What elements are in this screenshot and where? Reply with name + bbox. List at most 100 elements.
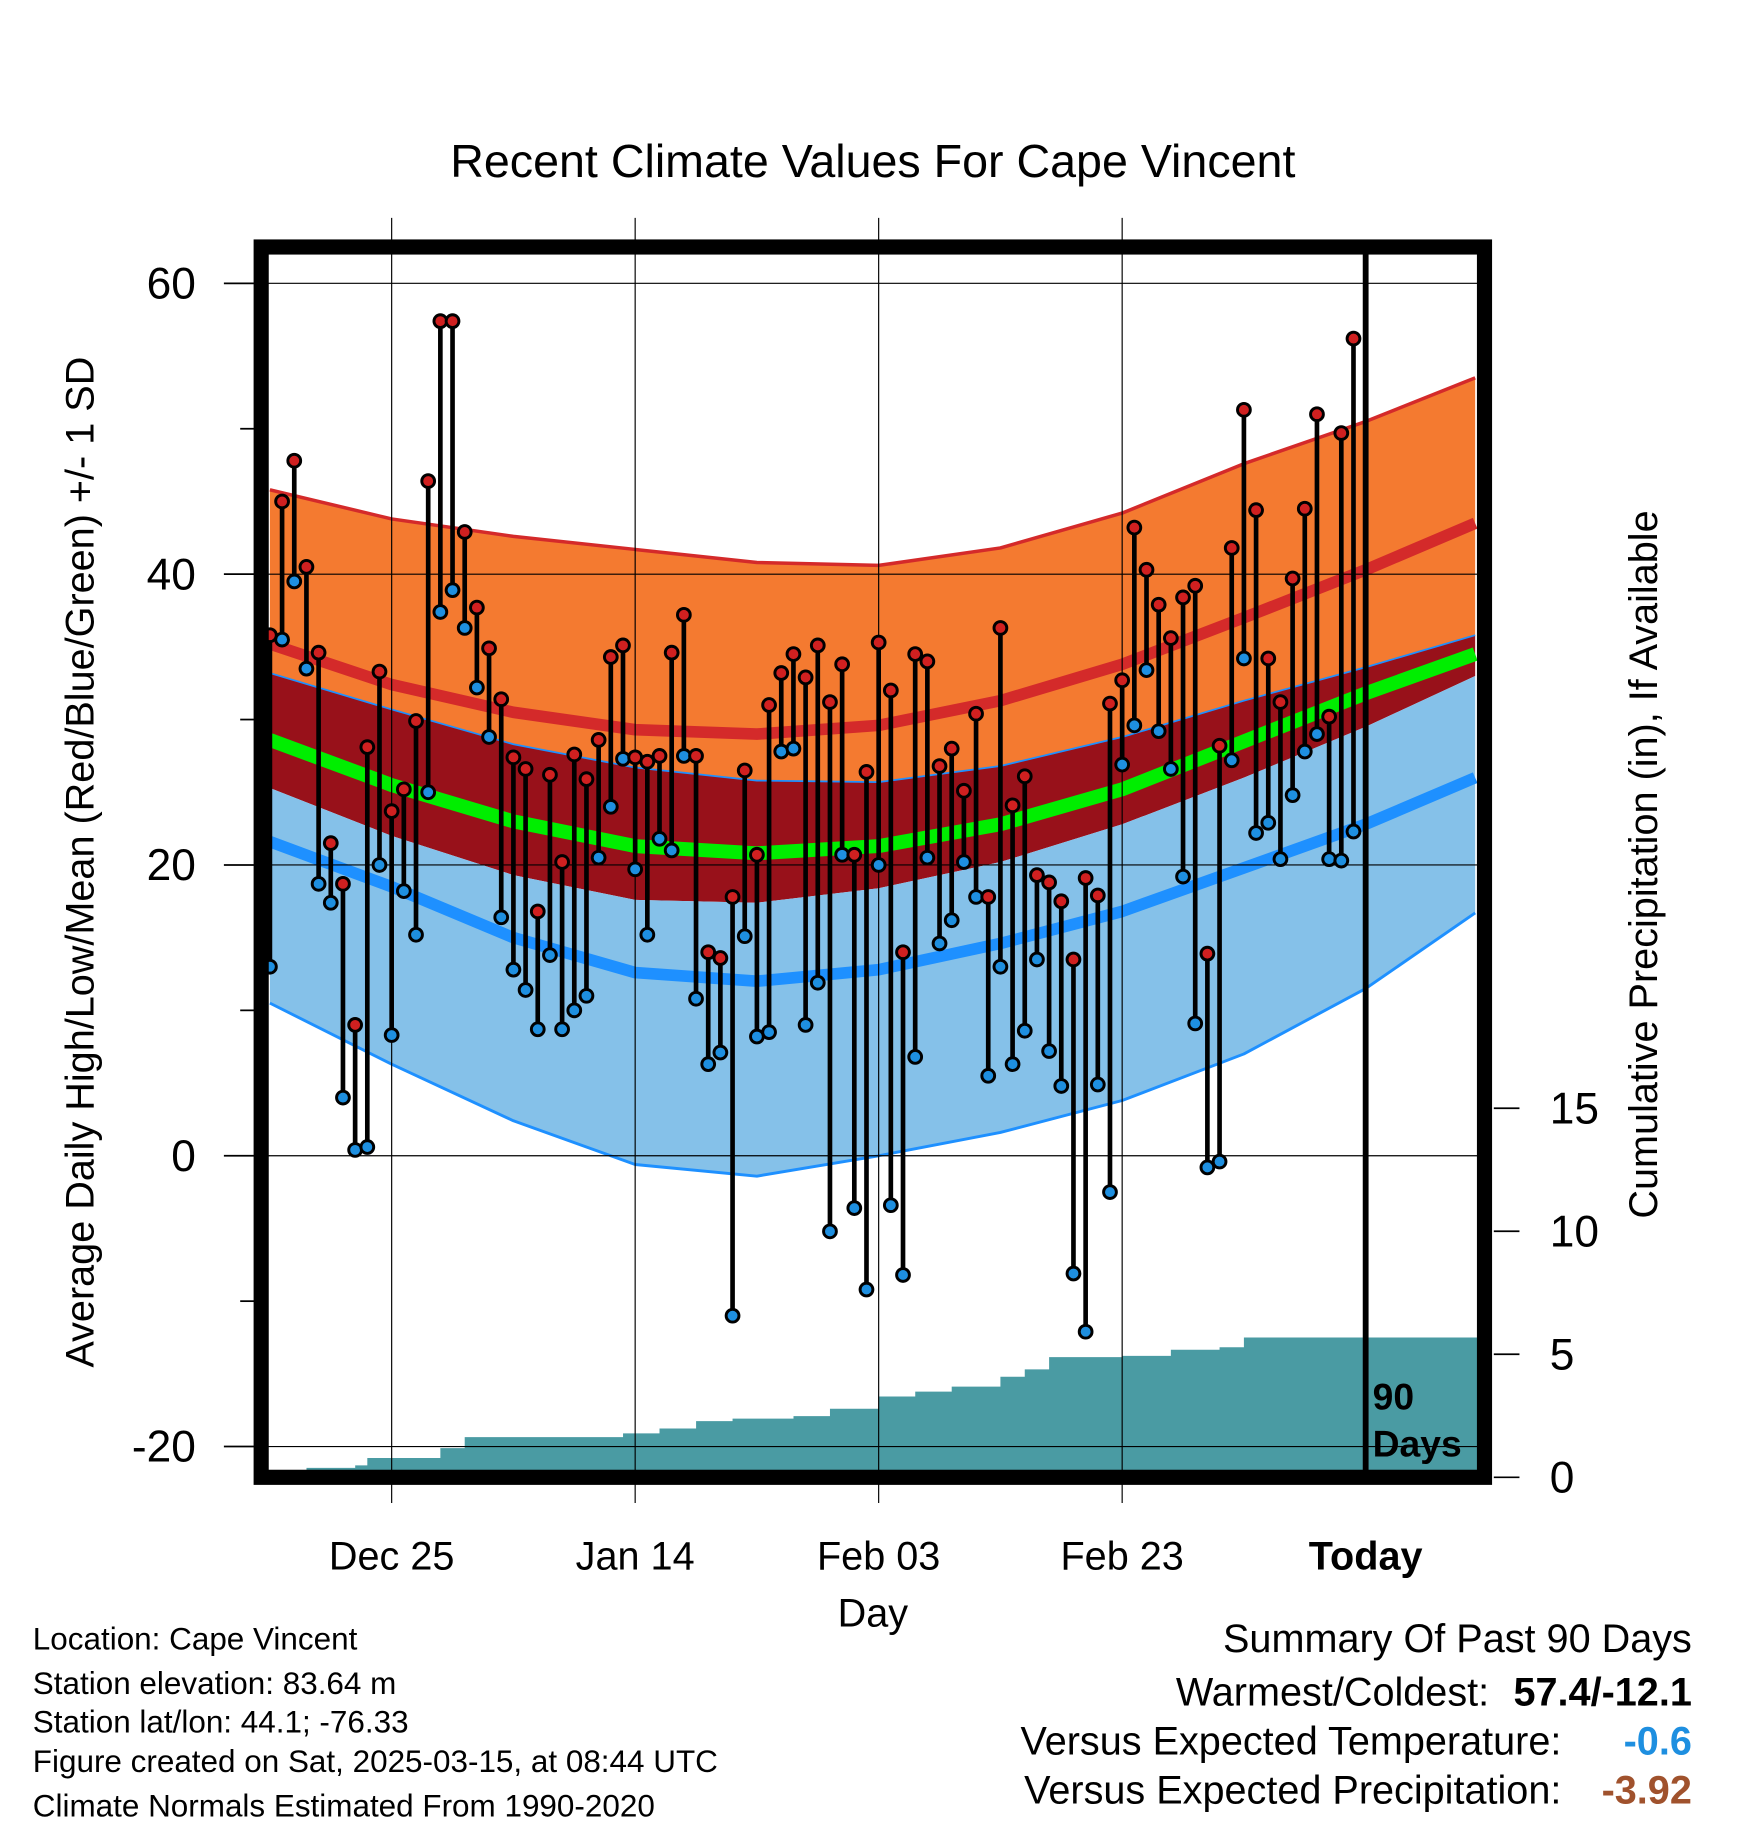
high-point — [1211, 737, 1228, 754]
summary-heading: Summary Of Past 90 Days — [1223, 1617, 1692, 1661]
normals-bands — [267, 376, 1478, 1178]
high-point — [919, 653, 936, 670]
high-point — [1041, 874, 1057, 891]
high-point — [395, 781, 412, 798]
low-point — [1114, 756, 1131, 773]
high-point — [566, 746, 583, 763]
low-point — [1029, 951, 1045, 968]
low-point — [1004, 1056, 1021, 1073]
high-point — [383, 803, 400, 820]
high-point — [1004, 797, 1021, 814]
high-point — [1321, 708, 1338, 725]
low-point — [1175, 868, 1191, 885]
precip-area — [269, 1337, 1478, 1471]
low-point — [858, 1281, 875, 1298]
high-point — [590, 732, 607, 748]
low-point — [1162, 761, 1179, 777]
low-point — [1016, 1022, 1033, 1039]
high-point — [1016, 768, 1033, 785]
low-point — [1333, 852, 1350, 869]
high-point — [1333, 425, 1350, 441]
high-point — [1260, 650, 1277, 667]
high-sd-band — [269, 377, 1476, 783]
high-point — [335, 875, 351, 892]
high-point — [809, 637, 826, 654]
high-point — [554, 854, 570, 870]
high-point — [310, 644, 327, 661]
y2-tick-label: 15 — [1550, 1084, 1599, 1133]
high-point — [578, 771, 595, 788]
y-axis-label: Average Daily High/Low/Mean (Red/Blue/Gr… — [58, 357, 102, 1368]
low-point — [822, 1223, 838, 1240]
created-text: Figure created on Sat, 2025-03-15, at 08… — [33, 1744, 718, 1779]
high-point — [724, 889, 741, 905]
high-point — [956, 782, 972, 799]
period-label-number: 90 — [1373, 1376, 1414, 1418]
low-point — [371, 857, 388, 873]
high-point — [822, 694, 838, 710]
low-point — [980, 1067, 997, 1084]
high-point — [1150, 596, 1167, 613]
high-point — [1284, 570, 1301, 587]
warmest-coldest-label: Warmest/Coldest: — [1176, 1671, 1489, 1715]
high-point — [1236, 401, 1252, 418]
low-point — [663, 842, 680, 859]
low-point — [956, 854, 972, 870]
high-point — [761, 697, 777, 713]
high-point — [907, 646, 924, 662]
high-point — [1187, 577, 1204, 594]
high-point — [1077, 870, 1094, 886]
low-point — [517, 982, 534, 998]
y-tick-label: 40 — [147, 550, 196, 599]
high-point — [615, 637, 631, 654]
high-point — [602, 649, 619, 665]
high-point — [968, 705, 984, 722]
high-point — [663, 644, 680, 661]
low-point — [310, 875, 327, 892]
high-point — [1248, 502, 1264, 519]
x-tick-label: Dec 25 — [329, 1534, 455, 1578]
low-point — [395, 883, 412, 899]
high-point — [882, 682, 899, 699]
high-point — [785, 646, 802, 662]
low-point — [432, 604, 449, 620]
high-point — [675, 606, 692, 623]
y2-tick-label: 0 — [1550, 1453, 1575, 1502]
low-point — [992, 958, 1009, 975]
low-point — [286, 573, 303, 590]
precip-vs-expected-value: -3.92 — [1602, 1769, 1692, 1813]
low-point — [651, 830, 668, 847]
low-point — [870, 857, 887, 873]
low-point — [542, 947, 558, 963]
low-point — [469, 679, 485, 696]
low-point — [688, 990, 704, 1007]
high-point — [347, 1017, 363, 1033]
low-point — [322, 894, 339, 911]
summary: Summary Of Past 90 Days Warmest/Coldest:… — [1020, 1617, 1691, 1812]
low-point — [1223, 752, 1240, 769]
low-point — [383, 1027, 400, 1043]
high-point — [858, 764, 875, 780]
high-point — [322, 835, 339, 852]
low-point — [554, 1021, 570, 1038]
low-point — [724, 1307, 741, 1324]
high-point — [493, 691, 510, 708]
high-point — [408, 713, 424, 729]
location-text: Location: Cape Vincent — [33, 1622, 358, 1657]
low-sd-band — [269, 675, 1476, 1177]
low-point — [907, 1049, 924, 1065]
period-label-unit: Days — [1373, 1422, 1462, 1464]
high-point — [456, 524, 473, 540]
low-point — [505, 961, 522, 978]
high-point — [1162, 630, 1179, 646]
high-point — [712, 950, 729, 966]
high-point — [1138, 561, 1155, 578]
y2-tick-label: 5 — [1550, 1330, 1575, 1379]
high-point — [797, 669, 814, 686]
low-point — [444, 582, 461, 599]
low-point — [700, 1056, 717, 1073]
high-point — [688, 748, 704, 764]
low-point — [602, 798, 619, 815]
latlon-text: Station lat/lon: 44.1; -76.33 — [33, 1704, 409, 1739]
